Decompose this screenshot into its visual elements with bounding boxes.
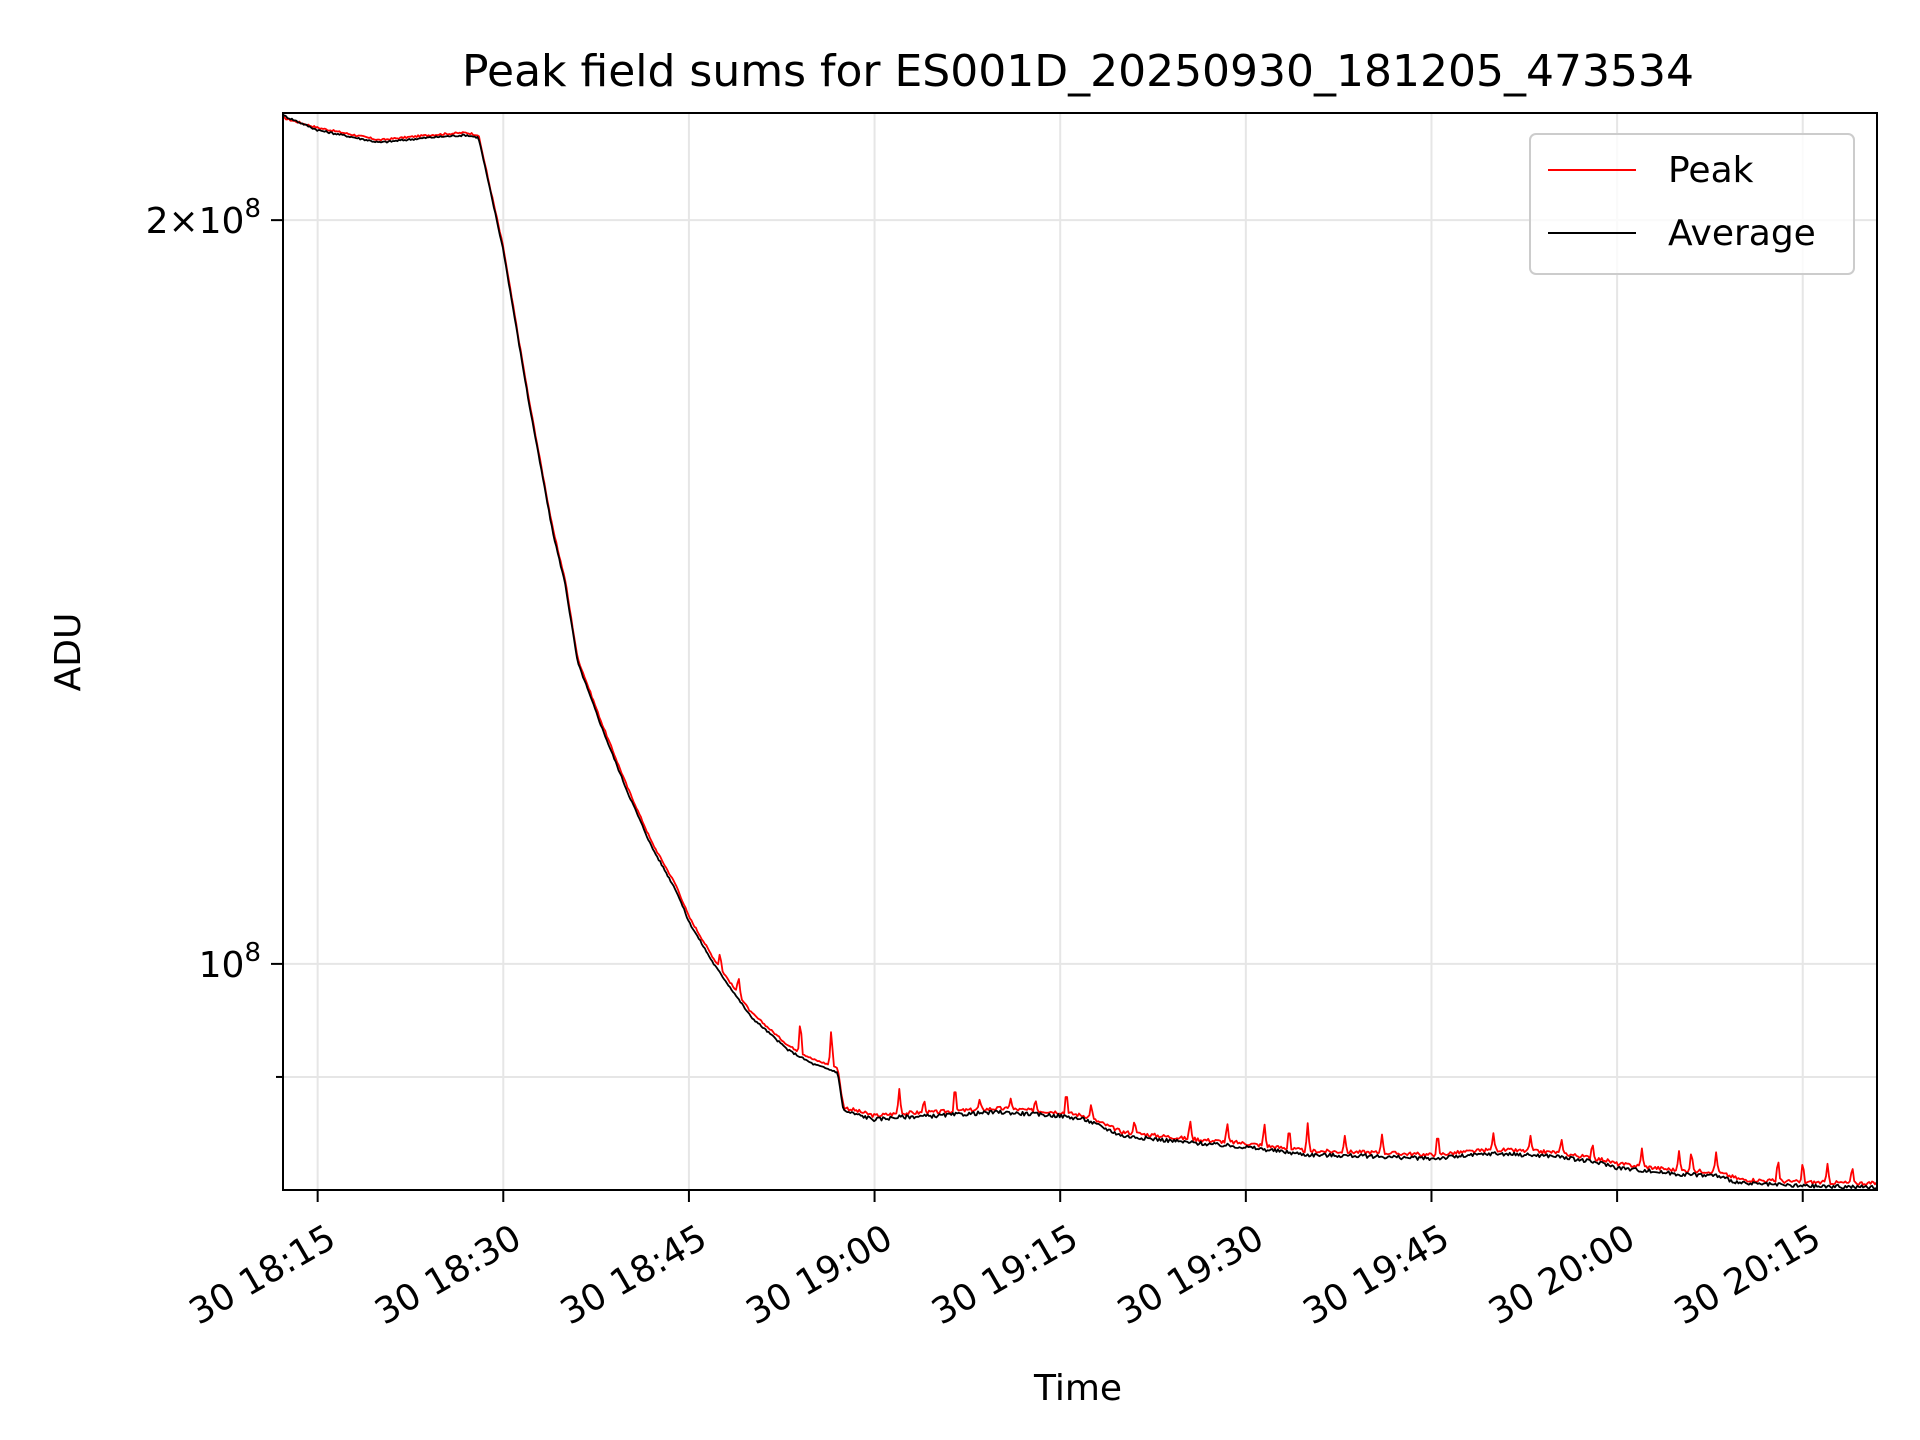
chart-title: Peak field sums for ES001D_20250930_1812… — [462, 46, 1694, 97]
legend-label-average: Average — [1668, 213, 1816, 254]
y-tick-label: 108 — [199, 938, 261, 986]
y-tick-label: 2×108 — [146, 194, 261, 242]
plot-lines — [282, 114, 1878, 1190]
series-line-average — [282, 114, 1877, 1190]
x-axis-label: Time — [1033, 1368, 1122, 1409]
y-axis-label: ADU — [48, 613, 89, 692]
legend: Peak Average — [1529, 133, 1855, 275]
legend-label-peak: Peak — [1668, 150, 1754, 191]
plot-frame — [282, 112, 1878, 1191]
y-axis-ticks: 2×108 108 — [146, 194, 283, 1078]
